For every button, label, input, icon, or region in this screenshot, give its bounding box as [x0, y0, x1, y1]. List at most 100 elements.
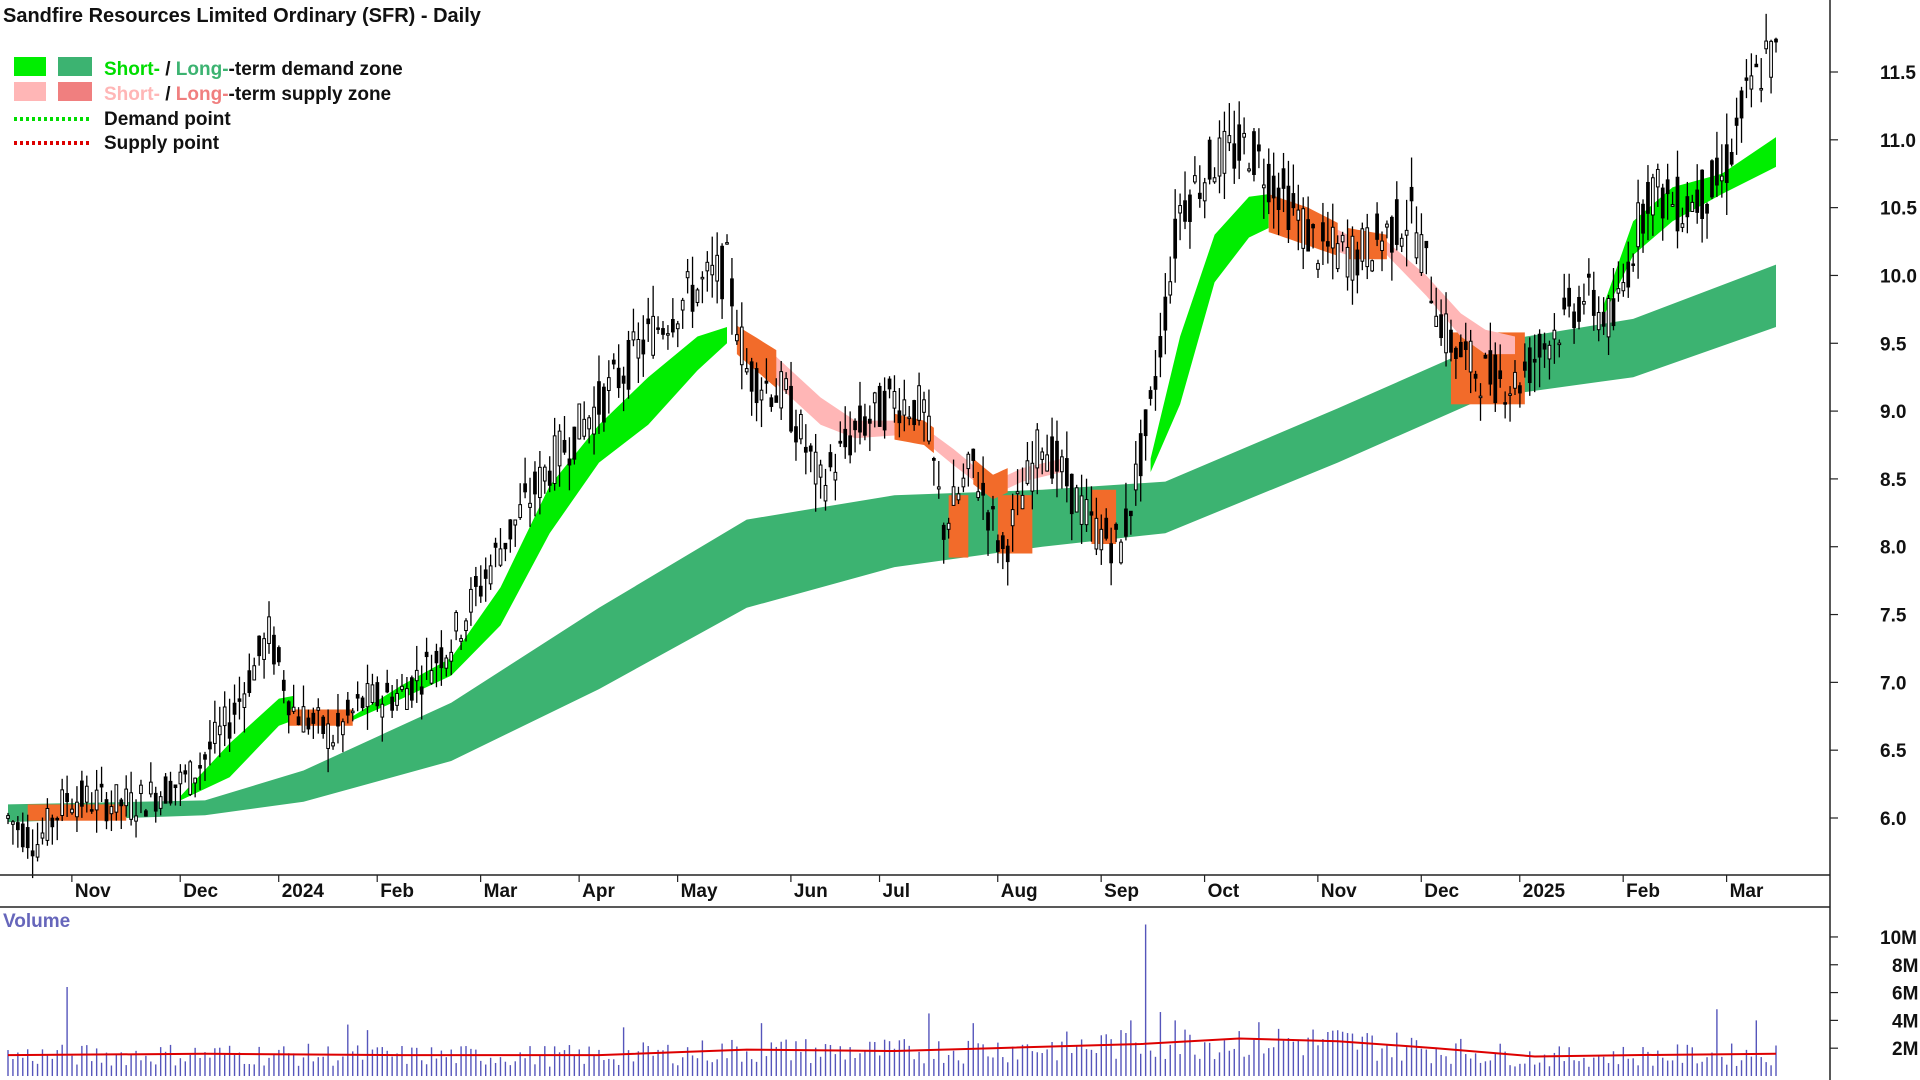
candle-body: [1700, 169, 1704, 219]
candle-body: [1749, 75, 1754, 90]
candle-body: [1385, 223, 1389, 228]
candle-body: [843, 428, 848, 448]
y-tick-label: 7.0: [1880, 673, 1906, 694]
candle-body: [1503, 402, 1507, 405]
candle-body: [1355, 249, 1360, 276]
legend-supply-rest: -term supply zone: [229, 84, 392, 105]
candle-body: [803, 446, 808, 453]
candle-body: [528, 502, 532, 508]
candle-body: [55, 817, 60, 821]
candle-body: [1616, 288, 1621, 294]
y-tick-label: 6.5: [1880, 741, 1907, 762]
candle-body: [877, 385, 882, 427]
candle-body: [1345, 246, 1350, 278]
legend: Short- / Long--term demand zone Short- /…: [14, 57, 403, 154]
candle-body: [405, 688, 409, 710]
candle-body: [1641, 203, 1645, 234]
candle-body: [1276, 187, 1281, 210]
x-tick-label: Aug: [1001, 881, 1038, 902]
candle-body: [1168, 281, 1173, 296]
candle-body: [1680, 223, 1685, 228]
candle-body: [424, 651, 429, 658]
candle-body: [1636, 202, 1640, 248]
short-term-supply-zone-0: [736, 332, 1062, 496]
candle-body: [1045, 454, 1049, 472]
candle-body: [1660, 187, 1665, 219]
candle-body: [513, 519, 518, 526]
x-tick-label: 2025: [1523, 881, 1566, 902]
candle-body: [636, 339, 641, 359]
candle-body: [158, 796, 163, 809]
candle-body: [119, 799, 124, 807]
candle-body: [695, 289, 700, 303]
candle-body: [577, 403, 582, 440]
candle-body: [872, 392, 877, 404]
candle-body: [1306, 219, 1310, 252]
candle-body: [1404, 229, 1409, 236]
candle-body: [345, 699, 350, 716]
candle-body: [666, 333, 670, 336]
candle-body: [587, 417, 591, 430]
candle-body: [30, 850, 35, 857]
candle-body: [1153, 376, 1158, 390]
x-tick-label: 2024: [282, 881, 325, 902]
candle-body: [1769, 40, 1773, 78]
candles-layer: [6, 13, 1778, 879]
candle-body: [94, 789, 99, 811]
long-term-demand-zone: [8, 264, 1776, 823]
candle-body: [1020, 494, 1025, 510]
candle-body: [1695, 189, 1700, 213]
candle-body: [646, 318, 651, 325]
candle-body: [1197, 192, 1202, 199]
candle-body: [375, 682, 380, 707]
x-axis-ticks: Nov Dec 2024 Feb Mar Apr May Jun Jul Aug Sep Oct Nov…: [71, 875, 1764, 902]
candle-body: [1729, 152, 1734, 165]
candle-body: [508, 519, 513, 540]
candle-body: [769, 397, 774, 407]
candle-body: [1399, 237, 1404, 247]
candle-body: [193, 777, 197, 784]
candle-body: [139, 784, 143, 795]
candle-body: [1483, 354, 1488, 359]
legend-supply-point: Supply point: [104, 133, 220, 154]
candle-body: [1291, 193, 1296, 209]
y-tick-label: 9.0: [1880, 402, 1906, 423]
candle-body: [1522, 361, 1527, 371]
candle-body: [296, 716, 301, 726]
candle-body: [848, 435, 852, 456]
candle-body: [217, 725, 222, 736]
candle-body: [1651, 177, 1655, 216]
candle-body: [764, 380, 769, 384]
candle-body: [794, 426, 798, 443]
candle-body: [1719, 175, 1724, 182]
candle-body: [971, 448, 976, 461]
candle-body: [602, 386, 606, 423]
x-tick-label: Nov: [1321, 881, 1357, 902]
candle-body: [409, 677, 414, 701]
candle-body: [533, 471, 537, 495]
candle-body: [744, 368, 749, 373]
candle-body: [922, 399, 926, 413]
volume-average-line: [7, 1037, 1777, 1058]
candle-body: [1183, 200, 1187, 222]
candle-body: [478, 585, 483, 597]
candle-body: [464, 620, 468, 632]
candle-body: [444, 657, 449, 669]
candle-body: [281, 679, 286, 691]
candle-body: [1321, 222, 1325, 242]
candle-body: [109, 806, 114, 815]
candle-body: [690, 284, 695, 312]
candle-body: [1104, 517, 1109, 539]
candle-body: [1567, 287, 1572, 307]
candle-body: [1301, 208, 1306, 249]
candle-body: [557, 430, 562, 467]
candle-body: [986, 512, 990, 531]
candle-body: [1089, 511, 1094, 516]
candle-body: [11, 821, 15, 825]
candle-body: [1562, 297, 1567, 310]
candle-body: [350, 710, 355, 714]
candle-body: [316, 707, 321, 711]
short-term-demand-zone-2: [1150, 194, 1269, 473]
candle-body: [183, 770, 188, 775]
candle-body: [1247, 168, 1251, 172]
